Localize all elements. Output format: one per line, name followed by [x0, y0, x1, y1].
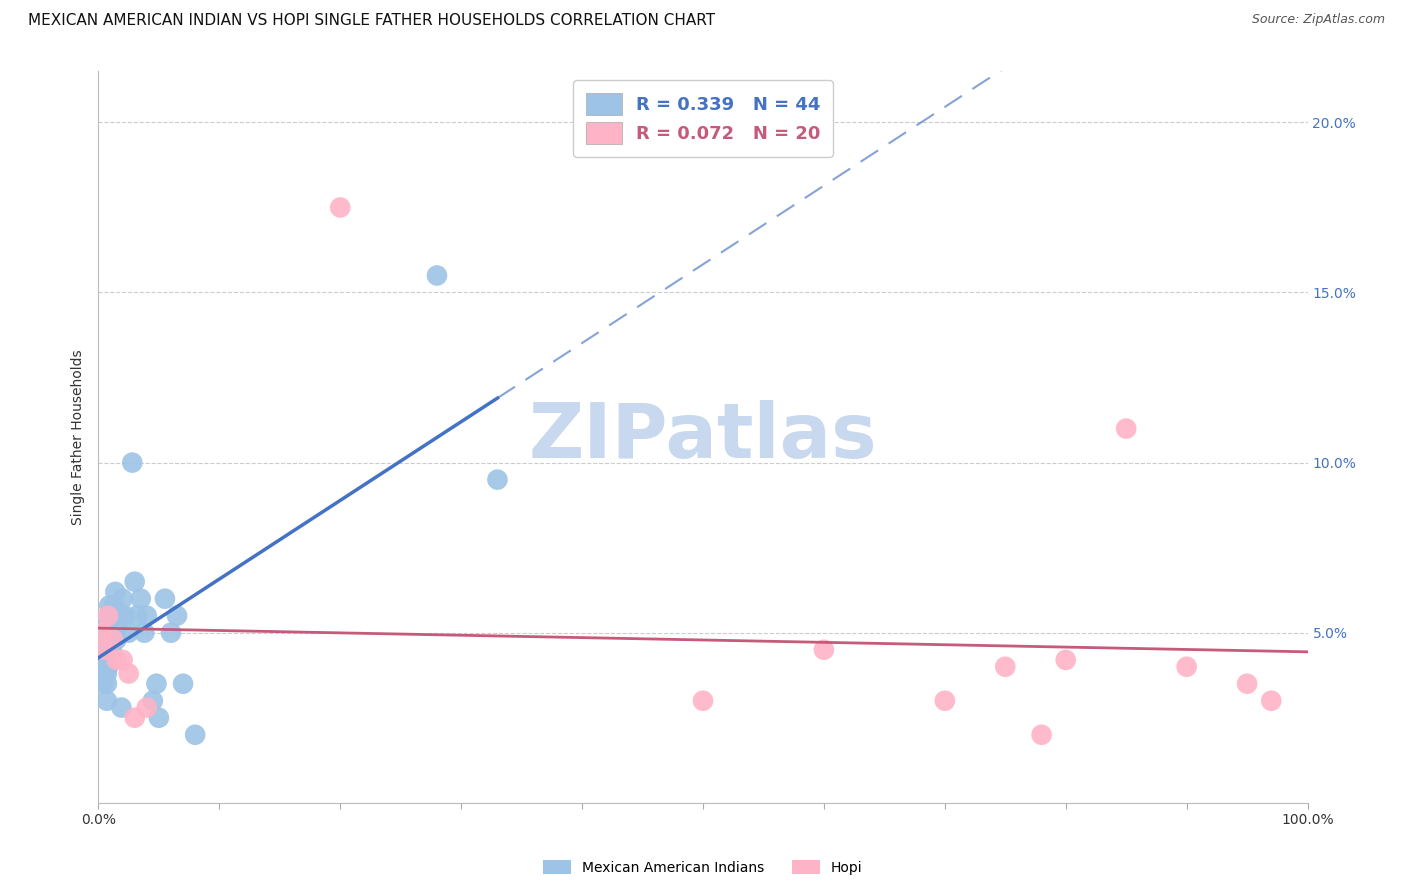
Point: [813, 642, 835, 657]
Point: [934, 694, 956, 708]
Point: [426, 268, 449, 283]
Point: [1031, 728, 1053, 742]
Point: [91, 677, 114, 691]
Point: [1260, 694, 1282, 708]
Point: [134, 625, 156, 640]
Point: [329, 201, 352, 215]
Point: [107, 619, 129, 633]
Point: [97, 608, 120, 623]
Point: [1236, 677, 1258, 691]
Point: [160, 625, 183, 640]
Point: [148, 711, 170, 725]
Point: [118, 666, 141, 681]
Point: [100, 625, 122, 640]
Point: [90, 659, 112, 673]
Point: [98, 599, 121, 613]
Text: ZIPatlas: ZIPatlas: [529, 401, 877, 474]
Point: [110, 700, 132, 714]
Point: [111, 591, 134, 606]
Point: [114, 608, 136, 623]
Point: [1054, 653, 1077, 667]
Point: [104, 585, 127, 599]
Point: [153, 591, 176, 606]
Point: [994, 659, 1017, 673]
Point: [94, 619, 117, 633]
Point: [101, 632, 124, 647]
Point: [97, 659, 120, 673]
Point: [118, 625, 141, 640]
Point: [93, 632, 115, 647]
Point: [1115, 421, 1137, 435]
Point: [135, 700, 157, 714]
Point: [111, 653, 134, 667]
Point: [103, 599, 125, 613]
Point: [145, 677, 167, 691]
Point: [124, 711, 146, 725]
Point: [184, 728, 207, 742]
Text: Source: ZipAtlas.com: Source: ZipAtlas.com: [1251, 13, 1385, 27]
Point: [692, 694, 714, 708]
Point: [96, 677, 118, 691]
Point: [91, 653, 114, 667]
Legend: Mexican American Indians, Hopi: Mexican American Indians, Hopi: [537, 855, 869, 880]
Point: [93, 642, 115, 657]
Point: [96, 666, 118, 681]
Point: [127, 608, 149, 623]
Point: [96, 694, 118, 708]
Point: [98, 608, 121, 623]
Point: [105, 653, 128, 667]
Point: [166, 608, 188, 623]
Legend: R = 0.339   N = 44, R = 0.072   N = 20: R = 0.339 N = 44, R = 0.072 N = 20: [572, 80, 834, 157]
Point: [105, 632, 128, 647]
Point: [97, 653, 120, 667]
Point: [101, 632, 124, 647]
Point: [108, 608, 131, 623]
Point: [91, 673, 114, 688]
Point: [91, 625, 114, 640]
Point: [135, 608, 157, 623]
Point: [124, 574, 146, 589]
Point: [100, 642, 122, 657]
Text: MEXICAN AMERICAN INDIAN VS HOPI SINGLE FATHER HOUSEHOLDS CORRELATION CHART: MEXICAN AMERICAN INDIAN VS HOPI SINGLE F…: [28, 13, 716, 29]
Point: [91, 666, 114, 681]
Y-axis label: Single Father Households: Single Father Households: [72, 350, 86, 524]
Point: [121, 456, 143, 470]
Point: [94, 625, 117, 640]
Point: [486, 473, 509, 487]
Point: [129, 591, 152, 606]
Point: [93, 642, 115, 657]
Point: [1175, 659, 1198, 673]
Point: [172, 677, 194, 691]
Point: [142, 694, 165, 708]
